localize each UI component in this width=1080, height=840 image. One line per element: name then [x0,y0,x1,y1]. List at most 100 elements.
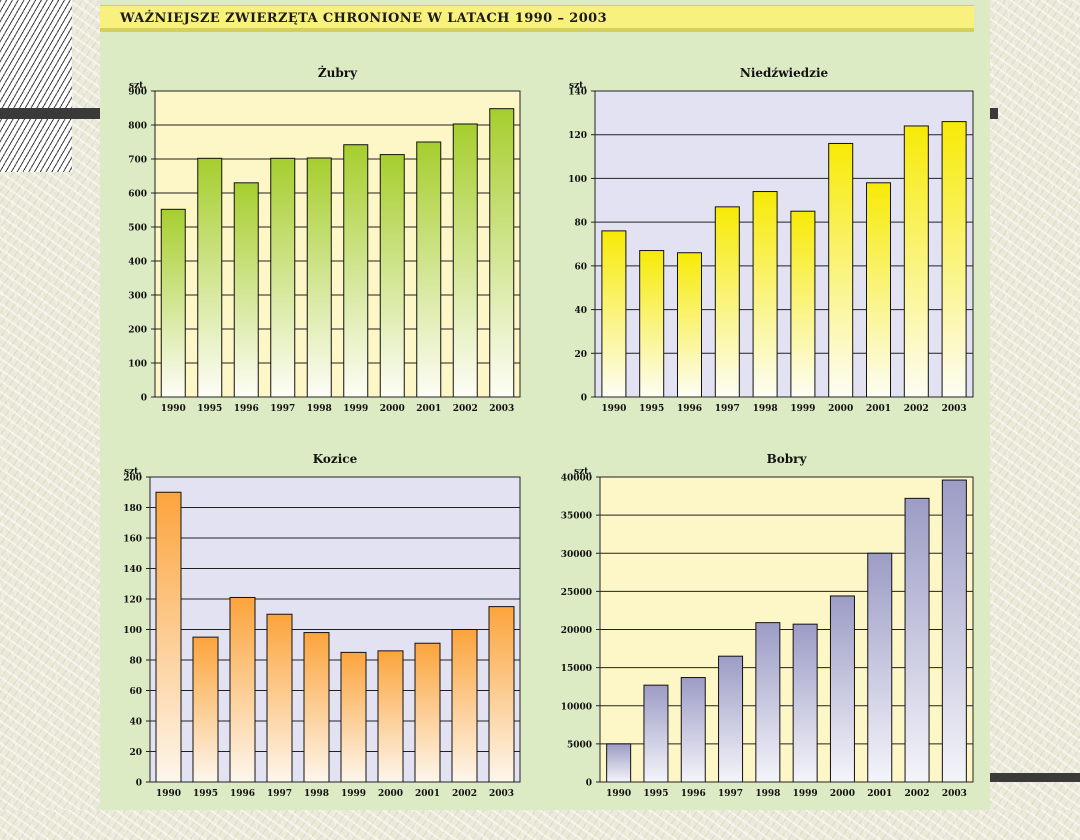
y-tick-label: 20000 [561,626,592,636]
bar-2002 [903,125,929,398]
y-tick-label: 60 [574,262,587,272]
chart-title: Żubry [318,65,358,80]
chart-kozice: Kozice szt. 0 20 40 60 80 100 120 140 160 180 200 199… [123,452,521,799]
bar-1998 [303,632,330,783]
bar-1999 [340,651,367,783]
bar-1990 [160,208,186,398]
x-tick-label: 2003 [942,404,967,414]
x-tick-label: 2001 [866,404,891,414]
x-tick-label: 2000 [830,789,855,799]
bar-1998 [306,157,332,398]
bar-1999 [790,210,816,398]
y-tick-label: 0 [141,394,147,404]
y-tick-label: 20 [574,350,587,360]
y-tick-label: 0 [586,779,592,789]
bar-2003 [941,121,967,398]
bar-2001 [414,642,441,783]
y-tick-label: 160 [123,535,142,545]
bar-2000 [377,650,404,783]
x-tick-label: 1998 [307,404,332,414]
title-bar: WAŻNIEJSZE ZWIERZĘTA CHRONIONE W LATACH … [100,5,974,32]
y-tick-label: 25000 [561,588,592,598]
page-title: WAŻNIEJSZE ZWIERZĘTA CHRONIONE W LATACH … [120,11,608,26]
y-tick-label: 200 [128,326,147,336]
plot-frame [594,90,974,398]
y-tick-label: 100 [568,175,587,185]
y-tick-label: 200 [123,474,142,484]
x-tick-label: 1990 [606,789,631,799]
x-tick-label: 2000 [378,789,403,799]
bar-1990 [601,230,627,398]
y-tick-label: 40000 [561,474,592,484]
bar-2002 [451,629,478,783]
y-tick-label: 900 [128,88,147,98]
y-axis-unit-label: szt. [569,81,586,91]
bar-1999 [792,623,818,783]
plot-frame [149,476,521,783]
x-tick-label: 1996 [230,789,255,799]
x-tick-label: 2002 [904,404,929,414]
bar-1997 [270,157,296,398]
y-tick-label: 5000 [567,740,592,750]
bar-1998 [752,191,778,398]
y-tick-label: 300 [128,292,147,302]
y-tick-label: 10000 [561,702,592,712]
bar-2002 [904,497,930,783]
y-tick-label: 120 [123,596,142,606]
x-tick-label: 1997 [718,789,743,799]
bar-1996 [233,182,259,398]
chart-title: Bobry [767,452,808,466]
x-tick-label: 1997 [267,789,292,799]
chart-bobry: Bobry szt. 0 5000 10000 15000 20000 25000 30000 3… [561,452,974,799]
decorative-rule-dot [990,108,998,119]
bar-1996 [229,596,256,783]
bar-2002 [452,123,478,398]
x-tick-label: 2003 [489,789,514,799]
y-tick-label: 100 [128,360,147,370]
bar-2000 [828,142,854,398]
bar-2000 [829,595,855,783]
x-tick-label: 1990 [161,404,186,414]
bar-2000 [379,154,405,398]
bar-1995 [197,157,223,398]
chart-niedzwiedzie: Niedźwiedzie szt. 0 20 40 60 80 100 120 140 1990 19… [568,66,974,414]
x-tick-label: 1999 [343,404,368,414]
x-tick-label: 2002 [453,404,478,414]
y-tick-label: 700 [128,156,147,166]
x-tick-label: 1998 [755,789,780,799]
plot-frame [154,90,521,398]
chart-title: Niedźwiedzie [740,66,829,80]
bar-2001 [867,552,893,783]
x-tick-label: 2000 [380,404,405,414]
y-tick-label: 40 [129,718,142,728]
x-tick-label: 1997 [270,404,295,414]
bar-1997 [266,613,293,783]
y-tick-label: 20 [129,748,142,758]
x-tick-label: 2003 [942,789,967,799]
y-tick-label: 800 [128,122,147,132]
x-tick-label: 1998 [304,789,329,799]
x-tick-label: 1996 [234,404,259,414]
bar-1998 [755,622,781,783]
y-tick-label: 0 [581,394,587,404]
bar-2003 [488,606,515,783]
bar-1996 [677,252,702,398]
y-tick-label: 140 [123,565,142,575]
decorative-rule-left [0,108,105,119]
x-tick-label: 1996 [681,789,706,799]
chart-title: Kozice [313,452,358,466]
y-tick-label: 80 [129,657,142,667]
bar-1997 [718,655,744,783]
x-tick-label: 1990 [601,404,626,414]
bar-1996 [680,677,706,783]
y-axis-unit-label: szt. [129,81,146,91]
bar-1995 [643,684,669,783]
x-tick-label: 1999 [793,789,818,799]
bar-1990 [155,491,182,783]
x-tick-label: 1995 [193,789,218,799]
y-tick-label: 60 [129,687,142,697]
y-tick-label: 500 [128,224,147,234]
chart-zubry: Żubry szt. 0 100 200 300 400 500 600 700 800 900 199… [128,65,521,414]
x-tick-label: 1999 [790,404,815,414]
y-axis-unit-label: szt. [574,467,591,477]
